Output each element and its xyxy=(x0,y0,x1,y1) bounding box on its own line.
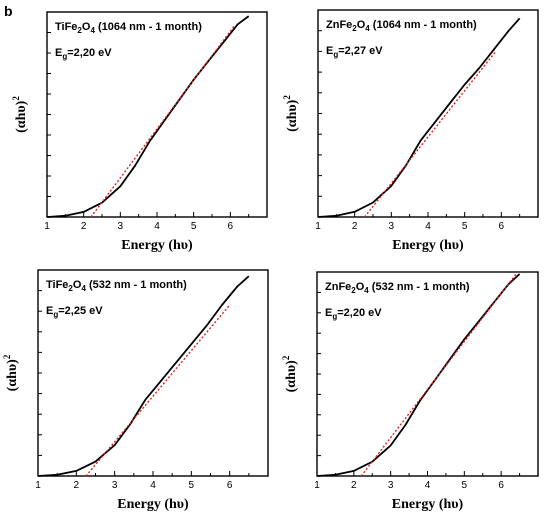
compound-sub: 4 xyxy=(364,286,369,295)
band-gap-label: Eg=2,20 eV xyxy=(325,307,382,321)
ylabel-sup: 2 xyxy=(282,95,292,100)
x-tick-label: 1 xyxy=(315,221,321,232)
eg-value: =2,20 eV xyxy=(67,47,112,59)
x-tick-label: 5 xyxy=(462,480,468,491)
condition-text: (532 nm - 1 month) xyxy=(86,279,187,291)
x-tick-label: 4 xyxy=(425,221,431,232)
eg-pre: E xyxy=(326,45,333,57)
y-axis-label: (αhυ)2 xyxy=(11,96,29,133)
x-axis-label: Energy (hυ) xyxy=(117,497,189,512)
y-axis-label: (αhυ)2 xyxy=(2,354,20,391)
x-tick-label: 6 xyxy=(227,480,233,491)
x-tick-label: 2 xyxy=(74,480,80,491)
condition-text: (1064 nm - 1 month) xyxy=(95,21,202,33)
compound-mid: O xyxy=(356,281,365,293)
x-tick-label: 1 xyxy=(44,221,50,232)
x-tick-label: 1 xyxy=(314,480,320,491)
compound-base: ZnFe xyxy=(325,281,351,293)
eg-value: =2,20 eV xyxy=(337,307,382,319)
sample-label: ZnFe2O4 (1064 nm - 1 month) xyxy=(326,19,477,33)
x-tick-label: 5 xyxy=(191,221,197,232)
compound-sub: 4 xyxy=(81,284,86,293)
compound-base: TiFe xyxy=(55,21,77,33)
sample-label: ZnFe2O4 (532 nm - 1 month) xyxy=(325,281,470,295)
compound-base: TiFe xyxy=(46,279,68,291)
panel-label: b xyxy=(4,3,13,19)
x-tick-label: 3 xyxy=(118,221,124,232)
linear-fit-line xyxy=(360,271,519,477)
x-tick-label: 4 xyxy=(150,480,156,491)
plot-frame xyxy=(317,9,539,218)
linear-fit-line xyxy=(364,50,497,218)
x-axis-label: Energy (hυ) xyxy=(121,238,193,253)
absorption-curve xyxy=(37,275,250,477)
compound-sub: 4 xyxy=(90,26,95,35)
condition-text: (1064 nm - 1 month) xyxy=(370,19,477,31)
x-axis-label: Energy (hυ) xyxy=(392,238,464,253)
plot-frame xyxy=(46,11,268,218)
sample-label: TiFe2O4 (1064 nm - 1 month) xyxy=(55,21,202,35)
ylabel-base: (αhυ) xyxy=(5,359,20,392)
plot-frame xyxy=(316,271,539,477)
band-gap-label: Eg=2,20 eV xyxy=(55,47,112,61)
x-axis-label: Energy (hυ) xyxy=(392,497,464,512)
x-tick-label: 1 xyxy=(35,480,41,491)
compound-sub: 2 xyxy=(351,286,356,295)
y-axis-label: (αhυ)2 xyxy=(281,355,299,392)
compound-mid: O xyxy=(73,279,82,291)
eg-sub: g xyxy=(332,312,337,321)
x-tick-label: 5 xyxy=(189,480,195,491)
sample-label: TiFe2O4 (532 nm - 1 month) xyxy=(46,279,187,293)
ylabel-sup: 2 xyxy=(11,96,21,101)
compound-mid: O xyxy=(357,19,366,31)
eg-sub: g xyxy=(333,50,338,59)
plot-frame xyxy=(37,269,269,477)
eg-sub: g xyxy=(62,52,67,61)
ylabel-base: (αhυ) xyxy=(285,99,300,132)
condition-text: (532 nm - 1 month) xyxy=(369,281,470,293)
compound-mid: O xyxy=(82,21,91,33)
compound-sub: 2 xyxy=(77,26,82,35)
ylabel-base: (αhυ) xyxy=(284,360,299,393)
compound-base: ZnFe xyxy=(326,19,352,31)
x-tick-label: 6 xyxy=(498,480,504,491)
x-tick-label: 4 xyxy=(425,480,431,491)
band-gap-label: Eg=2,25 eV xyxy=(46,305,103,319)
eg-sub: g xyxy=(53,310,58,319)
x-tick-label: 4 xyxy=(154,221,160,232)
eg-value: =2,27 eV xyxy=(338,45,383,57)
compound-sub: 4 xyxy=(365,24,370,33)
x-tick-label: 2 xyxy=(81,221,87,232)
x-tick-label: 5 xyxy=(462,221,468,232)
x-tick-label: 3 xyxy=(112,480,118,491)
compound-sub: 2 xyxy=(68,284,73,293)
x-tick-label: 3 xyxy=(388,480,394,491)
absorption-curve xyxy=(317,17,521,218)
ylabel-base: (αhυ) xyxy=(14,100,29,133)
x-tick-label: 6 xyxy=(228,221,234,232)
ylabel-sup: 2 xyxy=(281,355,291,360)
eg-value: =2,25 eV xyxy=(58,305,103,317)
eg-pre: E xyxy=(325,307,332,319)
absorption-curve xyxy=(46,15,250,218)
x-tick-label: 2 xyxy=(351,480,357,491)
band-gap-label: Eg=2,27 eV xyxy=(326,45,383,59)
x-tick-label: 3 xyxy=(389,221,395,232)
compound-sub: 2 xyxy=(352,24,357,33)
ylabel-sup: 2 xyxy=(2,354,12,359)
eg-pre: E xyxy=(46,305,53,317)
linear-fit-line xyxy=(85,304,231,477)
absorption-curve xyxy=(316,273,521,477)
y-axis-label: (αhυ)2 xyxy=(282,95,300,132)
x-tick-label: 6 xyxy=(499,221,505,232)
eg-pre: E xyxy=(55,47,62,59)
x-tick-label: 2 xyxy=(352,221,358,232)
